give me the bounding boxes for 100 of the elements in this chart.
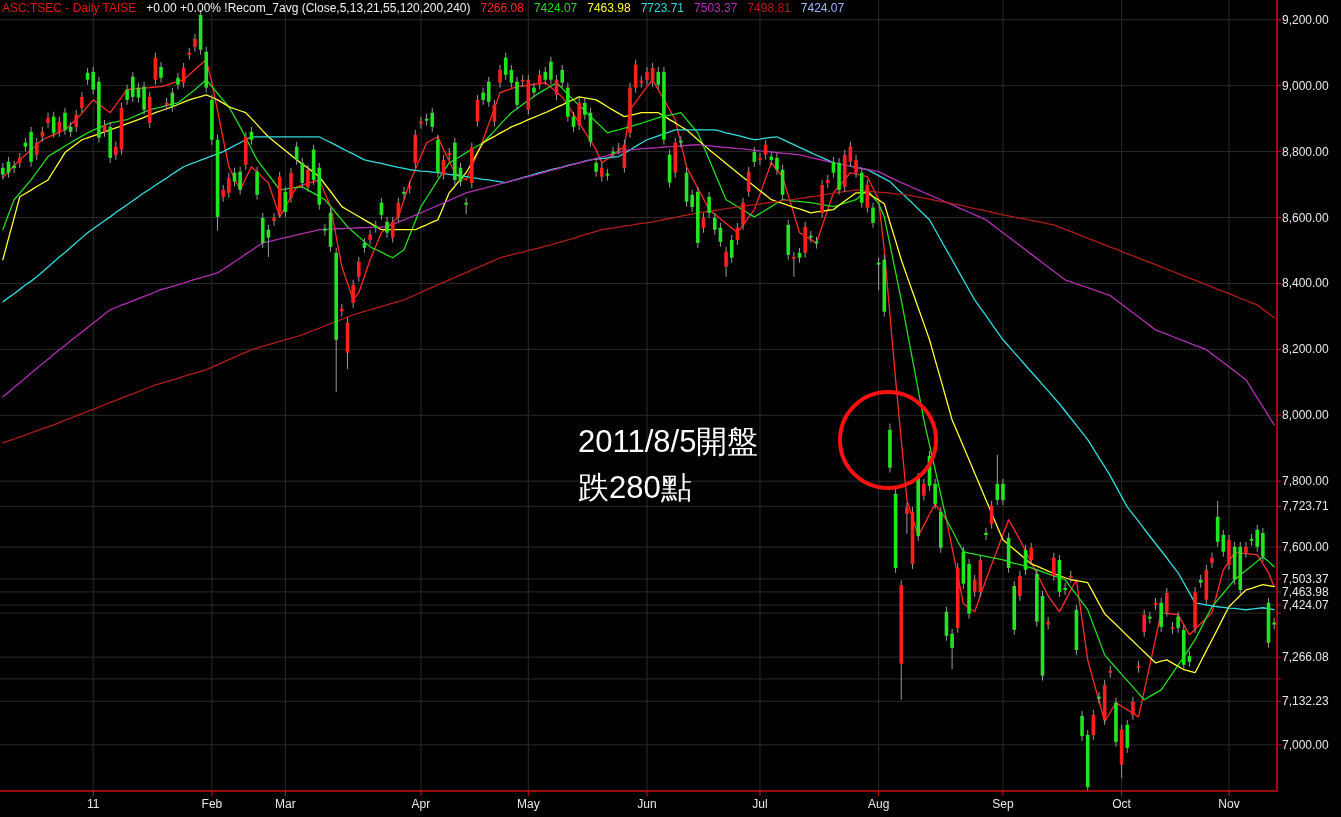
note: 2011/8/5開盤跌280點 [578, 424, 759, 505]
candlestick [724, 246, 728, 278]
candlestick [80, 91, 84, 114]
candlestick [560, 64, 565, 89]
x-tick-label: Nov [1218, 797, 1240, 811]
candlestick [1142, 609, 1147, 638]
candlestick [854, 154, 858, 179]
x-tick-label: May [516, 797, 540, 811]
candlestick [142, 81, 146, 116]
candlestick [390, 216, 395, 244]
candlestick [503, 52, 508, 81]
candlestick [645, 66, 649, 86]
y-tick-label: 8,000.00 [1282, 408, 1330, 423]
x-tick-label: Sep [992, 797, 1014, 811]
candlestick [306, 164, 310, 193]
x-tick-label: Jul [752, 797, 768, 811]
y-tick-label: 7,503.37 [1282, 571, 1330, 586]
candlestick [1097, 691, 1101, 705]
candlestick [594, 157, 598, 178]
candlestick [1018, 570, 1022, 602]
x-tick-label: Jun [637, 797, 657, 811]
candlestick [656, 66, 661, 91]
candlestick [532, 82, 536, 99]
candlestick [690, 189, 694, 213]
candlestick [12, 160, 16, 174]
candlestick [159, 61, 163, 84]
candlestick [707, 191, 711, 219]
candlestick [323, 223, 327, 237]
candlestick [402, 186, 406, 200]
candlestick [729, 234, 734, 264]
x-tick-label: Feb [201, 797, 223, 811]
candlestick [871, 202, 875, 229]
y-tick-label: 7,424.07 [1282, 598, 1330, 613]
candlestick [91, 66, 96, 96]
y-tick-label: 7,463.98 [1282, 584, 1330, 599]
candlestick [1255, 524, 1260, 553]
candlestick [712, 212, 717, 236]
candlestick [741, 197, 745, 231]
candlestick [498, 64, 502, 89]
candlestick [775, 152, 779, 176]
candlestick [515, 76, 519, 111]
candlestick [1165, 587, 1169, 618]
candlestick [272, 212, 276, 227]
x-tick-label: 11 [87, 797, 100, 811]
candlestick [368, 229, 372, 246]
candlestick [611, 146, 615, 160]
x-tick-label: Oct [1112, 797, 1132, 811]
candlestick [933, 478, 937, 510]
candlestick [1001, 478, 1005, 506]
candlestick [385, 216, 389, 239]
candlestick [255, 166, 259, 201]
candlestick [905, 502, 909, 535]
y-tick-label: 8,800.00 [1282, 144, 1330, 159]
candlestick [577, 97, 581, 131]
candlestick [583, 97, 587, 121]
title: ASC:TSEC - Daily TAISE [2, 1, 137, 15]
x-tick-label: Mar [275, 797, 296, 811]
annotation: 7424.07 [800, 1, 845, 15]
candlestick [63, 107, 67, 136]
candlestick [125, 84, 129, 106]
candlestick [238, 166, 242, 196]
candlestick [950, 628, 954, 670]
subtitle: +0.00 +0.00% !Recom_7avg (Close,5,13,21,55,120,200,240) [146, 1, 471, 15]
candlestick [984, 527, 988, 541]
candlestick [430, 107, 435, 133]
candlestick [300, 157, 305, 189]
candlestick [419, 116, 423, 130]
y-tick-label: 7,723.71 [1282, 499, 1330, 514]
candlestick [1148, 611, 1152, 625]
candlestick [972, 574, 977, 598]
x-tick-label: Apr [411, 797, 431, 811]
candlestick [1210, 552, 1214, 569]
candlestick [46, 112, 50, 129]
candlestick [549, 56, 553, 86]
y-tick-label: 7,800.00 [1282, 474, 1330, 489]
candlestick [193, 33, 197, 53]
candlestick [1261, 527, 1265, 563]
y-tick-label: 7,000.00 [1282, 737, 1330, 752]
y-tick-label: 7,132.23 [1282, 694, 1330, 709]
candlestick [114, 141, 118, 161]
candlestick [1052, 552, 1056, 582]
y-tick-label: 7,266.08 [1282, 650, 1330, 665]
candlestick [758, 152, 762, 166]
candlestick [1029, 542, 1034, 566]
y-tick-label: 9,000.00 [1282, 78, 1330, 93]
y-tick-label: 8,600.00 [1282, 210, 1330, 225]
candlestick [74, 109, 79, 133]
y-tick-label: 8,400.00 [1282, 276, 1330, 291]
candlestick [227, 172, 231, 199]
candlestick [1125, 719, 1130, 754]
y-tick-label: 7,600.00 [1282, 540, 1330, 555]
candlestick [486, 76, 491, 108]
candlestick [1176, 611, 1180, 634]
candlestick [792, 251, 796, 278]
candlestick [922, 478, 926, 502]
candlestick [176, 72, 180, 91]
candlestick [1131, 696, 1135, 721]
candlestick [679, 135, 683, 149]
candlestick [599, 162, 604, 183]
candlestick [130, 71, 135, 103]
